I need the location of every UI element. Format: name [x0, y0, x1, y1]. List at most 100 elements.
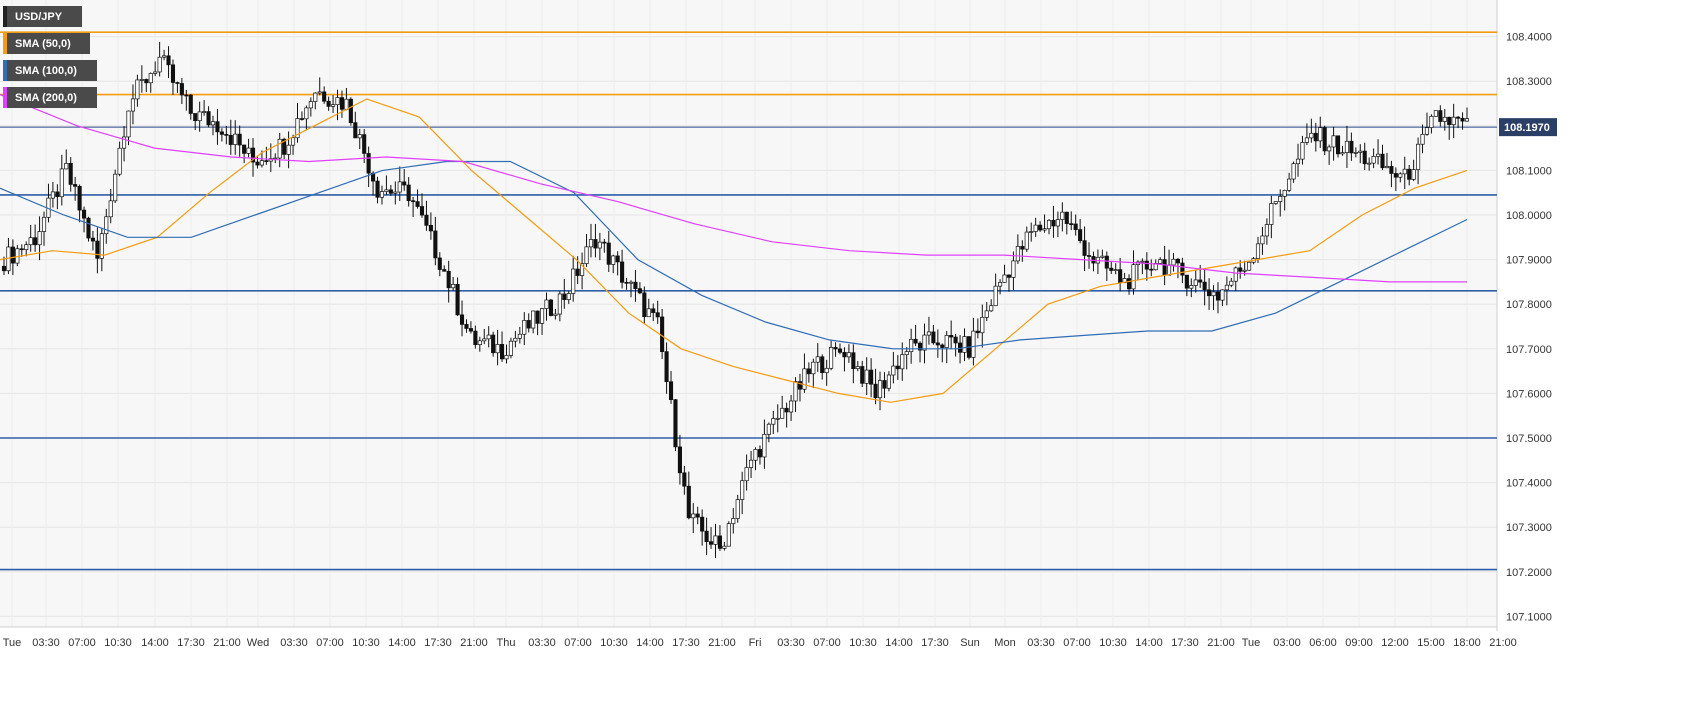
candle-body — [393, 191, 398, 194]
x-tick-label: Sun — [960, 637, 980, 649]
x-tick-label: 07:00 — [68, 637, 96, 649]
candle-body — [917, 342, 923, 351]
candle-body — [588, 239, 594, 248]
candle-body — [1207, 289, 1212, 297]
candle-body — [464, 324, 469, 329]
candle-body — [1060, 211, 1065, 220]
legend-item-sma-50[interactable]: SMA (50,0) — [3, 33, 90, 54]
legend-label: SMA (200,0) — [15, 91, 77, 104]
candle-body — [1407, 168, 1412, 180]
candle-body — [869, 369, 874, 385]
candle-body — [846, 352, 851, 358]
candle-body — [1113, 269, 1118, 271]
candle-body — [406, 184, 411, 202]
candle-body — [10, 246, 15, 264]
x-tick-label: 09:00 — [1345, 637, 1373, 649]
candle-body — [580, 263, 585, 276]
candle-body — [477, 340, 482, 345]
y-tick-label: 107.5000 — [1506, 433, 1552, 445]
candle-body — [135, 79, 140, 100]
candle-body — [1376, 153, 1381, 157]
candle-body — [562, 293, 567, 300]
candle-body — [55, 191, 60, 198]
legend-item-sma-100[interactable]: SMA (100,0) — [3, 60, 97, 81]
candle-body — [86, 217, 91, 239]
candle-body — [113, 173, 118, 202]
candle-body — [909, 338, 914, 353]
candle-body — [64, 163, 69, 170]
candle-body — [326, 100, 331, 107]
candle-body — [531, 310, 536, 329]
candle-body — [1340, 152, 1345, 155]
candle-body — [829, 347, 834, 369]
candle-body — [122, 136, 127, 149]
candle-body — [1042, 228, 1047, 231]
candle-body — [1202, 281, 1207, 291]
candle-body — [339, 97, 345, 110]
candle-body — [1242, 269, 1247, 272]
candle-body — [1033, 224, 1038, 232]
x-tick-label: 07:00 — [1063, 637, 1091, 649]
candle-body — [95, 240, 100, 259]
legend-swatch — [3, 60, 7, 81]
candle-body — [424, 214, 429, 226]
y-tick-label: 108.0000 — [1506, 210, 1552, 222]
candle-body — [517, 333, 522, 339]
candle-body — [1238, 267, 1243, 272]
candle-body — [1398, 173, 1403, 178]
candle-body — [1291, 163, 1296, 180]
candle-body — [1273, 201, 1278, 204]
x-tick-label: 10:30 — [104, 637, 132, 649]
candle-body — [717, 535, 722, 549]
x-tick-label: Wed — [247, 637, 269, 649]
candle-body — [811, 361, 816, 375]
candle-body — [1104, 255, 1109, 269]
candle-body — [935, 342, 940, 346]
candle-body — [233, 133, 238, 145]
candle-body — [593, 239, 598, 249]
x-tick-label: 10:30 — [1099, 637, 1127, 649]
candle-body — [637, 288, 642, 294]
candle-body — [1006, 274, 1012, 278]
x-tick-label: 17:30 — [177, 637, 205, 649]
candle-body — [139, 79, 144, 81]
candle-body — [1287, 178, 1292, 191]
x-tick-label: 06:00 — [1309, 637, 1337, 649]
candle-body — [891, 365, 896, 376]
candle-body — [860, 366, 865, 384]
candle-body — [1189, 285, 1194, 289]
candle-body — [775, 417, 780, 420]
candle-body — [1344, 140, 1349, 153]
x-tick-label: 14:00 — [1135, 637, 1163, 649]
candle-body — [824, 367, 829, 374]
candle-body — [366, 153, 371, 174]
candle-body — [980, 316, 985, 334]
candle-body — [1211, 291, 1216, 297]
x-tick-label: 03:30 — [32, 637, 60, 649]
candle-body — [548, 299, 554, 316]
candle-body — [1451, 116, 1456, 125]
candle-body — [210, 121, 216, 126]
y-tick-label: 108.4000 — [1506, 32, 1552, 44]
x-tick-label: 14:00 — [388, 637, 416, 649]
candle-body — [90, 237, 95, 242]
candle-body — [1046, 219, 1052, 230]
y-tick-label: 108.1000 — [1506, 165, 1552, 177]
candle-body — [166, 55, 171, 66]
candle-body — [1447, 116, 1452, 125]
candle-body — [1464, 118, 1470, 122]
candle-body — [620, 261, 625, 283]
candle-body — [1300, 142, 1305, 160]
candle-body — [153, 71, 158, 74]
candle-body — [1442, 116, 1447, 122]
candle-body — [1220, 289, 1225, 301]
candle-body — [1162, 259, 1167, 276]
candle-body — [402, 181, 407, 186]
x-tick-label: 03:30 — [280, 637, 308, 649]
x-tick-label: 17:30 — [424, 637, 452, 649]
candle-body — [99, 233, 104, 259]
legend-item-sma-200[interactable]: SMA (200,0) — [3, 87, 97, 108]
legend-item-usdjpy[interactable]: USD/JPY — [3, 6, 82, 27]
